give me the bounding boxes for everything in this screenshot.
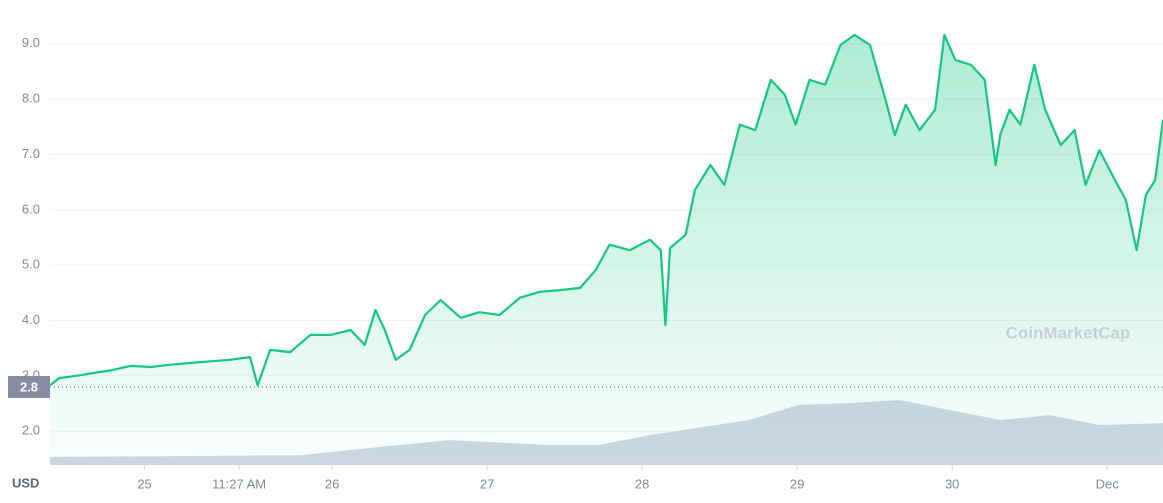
y-tick-label: 9.0 (22, 35, 40, 50)
y-tick-label: 6.0 (22, 201, 40, 216)
price-line (49, 33, 1163, 387)
currency-label: USD (12, 475, 39, 490)
watermark: CoinMarketCap (1006, 323, 1131, 342)
y-tick-label: 7.0 (22, 146, 40, 161)
y-tick-label: 4.0 (22, 312, 40, 327)
current-price-label: 2.8 (20, 379, 38, 394)
x-tick-label: 11:27 AM (212, 476, 266, 491)
marks (49, 33, 1163, 466)
x-tick-label: 27 (480, 476, 494, 491)
y-tick-label: 5.0 (22, 257, 40, 272)
x-tick-label: 25 (137, 476, 151, 491)
x-tick-label: Dec (1096, 476, 1120, 491)
x-tick-label: 28 (635, 476, 649, 491)
price-area (50, 34, 1163, 466)
current-price-box (8, 375, 50, 398)
x-tick-label: 26 (325, 476, 339, 491)
y-tick-label: 2.0 (22, 423, 40, 438)
x-tick-label: 29 (790, 476, 804, 491)
y-tick-label: 8.0 (22, 91, 40, 106)
x-tick-label: 30 (945, 476, 959, 491)
